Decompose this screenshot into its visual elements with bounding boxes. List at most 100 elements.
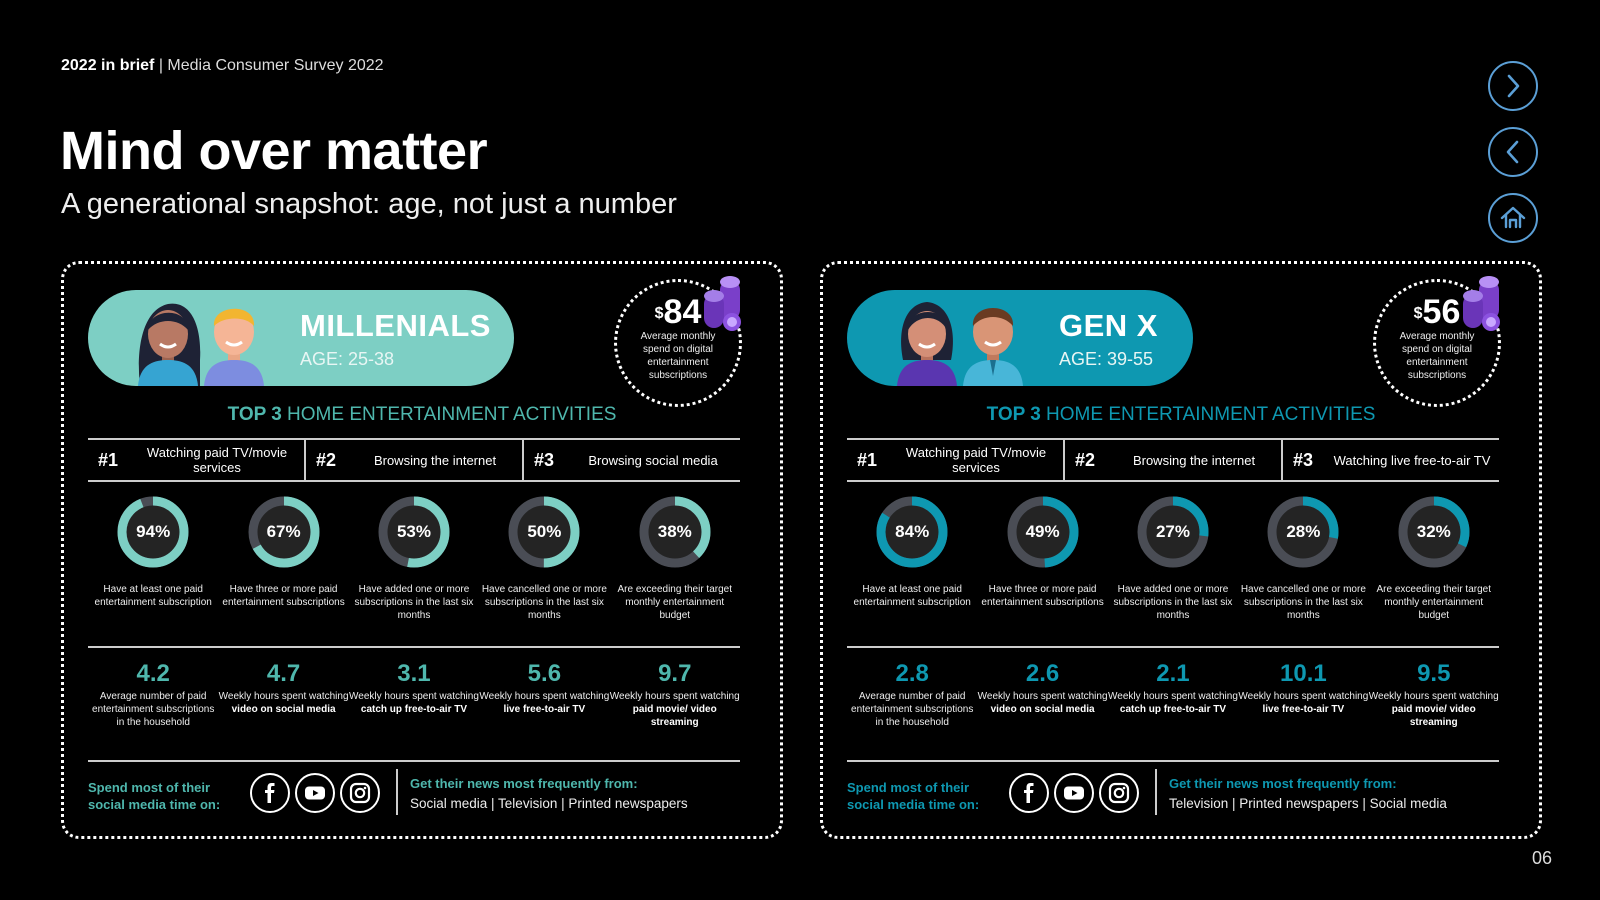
facebook-icon (1024, 783, 1034, 803)
rank-number: #2 (1075, 449, 1096, 470)
donut-chart: 50% (506, 494, 582, 570)
donut-item: 28% Have cancelled one or more subscript… (1238, 494, 1368, 622)
donut-chart: 53% (376, 494, 452, 570)
stat-desc-bold: video on social media (990, 704, 1095, 715)
donut-arc (1267, 496, 1339, 568)
rank-item: #3 Watching live free-to-air TV (1281, 440, 1499, 480)
donut-description: Have three or more paid entertainment su… (981, 584, 1104, 608)
rank-label: Browsing the internet (1132, 452, 1256, 468)
activity-ranks: #1 Watching paid TV/movie services #2 Brow… (847, 438, 1499, 482)
youtube-button[interactable] (1054, 773, 1094, 813)
stat-item: 9.5 Weekly hours spent watching paid movi… (1369, 648, 1499, 760)
stat-item: 2.1 Weekly hours spent watching catch up … (1108, 648, 1238, 760)
monthly-spend-badge: $84 Average monthly spend on digital ent… (614, 279, 742, 407)
facebook-button[interactable] (250, 773, 290, 813)
stat-desc-bold: live free-to-air TV (503, 704, 586, 715)
stat-item: 4.7 Weekly hours spent watching video on … (219, 648, 349, 760)
stat-value: 5.6 (527, 660, 562, 687)
home-button[interactable] (1488, 193, 1538, 243)
rank-label: Watching live free-to-air TV (1333, 452, 1491, 468)
donut-item: 38% Are exceeding their target monthly e… (610, 494, 740, 622)
stat-value: 9.7 (658, 660, 692, 687)
donut-item: 67% Have three or more paid entertainmen… (219, 494, 349, 622)
stat-value: 4.7 (266, 660, 301, 687)
donut-item: 84% Have at least one paid entertainment… (847, 494, 977, 622)
stat-item: 5.6 Weekly hours spent watching live free… (479, 648, 609, 760)
rank-item: #1 Watching paid TV/movie services (847, 440, 1063, 480)
rank-number: #1 (857, 449, 878, 470)
instagram-button[interactable] (340, 773, 380, 813)
donut-chart: 94% (115, 494, 191, 570)
millenials-panel: MILLENIALS AGE: 25-38 $84 Average monthl… (61, 261, 783, 839)
news-sources: Television | Printed newspapers | Social… (1169, 796, 1447, 811)
coins-icon (704, 276, 741, 331)
stat-item: 10.1 Weekly hours spent watching live fre… (1238, 648, 1368, 760)
donut-description: Have cancelled one or more subscriptions… (481, 584, 607, 621)
donut-item: 53% Have added one or more subscriptions… (349, 494, 479, 622)
rank-number: #1 (98, 449, 119, 470)
social-icons (250, 773, 380, 813)
spend-currency: $ (654, 305, 664, 322)
previous-page-button[interactable] (1488, 127, 1538, 177)
facebook-button[interactable] (1009, 773, 1049, 813)
home-icon (1500, 206, 1526, 229)
stat-desc-bold: live free-to-air TV (1262, 704, 1345, 715)
monthly-spend-badge: $56 Average monthly spend on digital ent… (1373, 279, 1501, 407)
facebook-icon (265, 783, 275, 803)
stat-desc: Weekly hours spent watching (218, 691, 349, 702)
stat-desc: Weekly hours spent watching (609, 691, 740, 702)
generation-age: AGE: 25-38 (300, 349, 395, 369)
donut-percent: 84% (895, 522, 930, 541)
breadcrumb: 2022 in brief | Media Consumer Survey 20… (61, 57, 384, 75)
donut-chart: 28% (1265, 494, 1341, 570)
rank-label: Watching paid TV/movie services (905, 445, 1047, 475)
social-label: Spend most of their social media time on… (847, 780, 980, 812)
donut-item: 49% Have three or more paid entertainmen… (978, 494, 1108, 622)
millenials-header-pill: MILLENIALS AGE: 25-38 (88, 290, 514, 386)
donut-item: 27% Have added one or more subscriptions… (1108, 494, 1238, 622)
stat-desc: Weekly hours spent watching (1108, 691, 1238, 702)
donut-description: Have cancelled one or more subscriptions… (1240, 584, 1366, 621)
generation-age: AGE: 39-55 (1059, 349, 1154, 369)
stat-desc: Weekly hours spent watching (1368, 691, 1499, 702)
stat-item: 9.7 Weekly hours spent watching paid movi… (610, 648, 740, 760)
top3-heading: TOP 3 HOME ENTERTAINMENT ACTIVITIES (64, 404, 780, 426)
rank-label: Browsing social media (588, 452, 718, 468)
rank-item: #1 Watching paid TV/movie services (88, 440, 304, 480)
donut-item: 94% Have at least one paid entertainment… (88, 494, 218, 622)
stat-desc: Average number of paid entertainment sub… (92, 691, 215, 728)
donut-chart: 32% (1396, 494, 1472, 570)
rank-item: #2 Browsing the internet (1063, 440, 1281, 480)
stat-value: 3.1 (397, 660, 431, 687)
next-page-button[interactable] (1488, 61, 1538, 111)
donut-percent: 32% (1416, 522, 1451, 541)
stat-desc: Weekly hours spent watching (349, 691, 479, 702)
donut-percent: 27% (1155, 522, 1190, 541)
social-icons (1009, 773, 1139, 813)
donut-percent: 94% (136, 522, 171, 541)
page-number: 06 (1531, 848, 1552, 868)
coins-icon (1463, 276, 1500, 331)
instagram-button[interactable] (1099, 773, 1139, 813)
stat-desc-bold: paid movie/ video streaming (1391, 704, 1476, 728)
genx-avatars (897, 302, 1023, 386)
youtube-button[interactable] (295, 773, 335, 813)
chevron-right-icon (1507, 74, 1520, 98)
top3-rest: HOME ENTERTAINMENT ACTIVITIES (1040, 404, 1376, 425)
stat-desc-bold: paid movie/ video streaming (632, 704, 717, 728)
generation-name: GEN X (1059, 308, 1158, 343)
donut-arc (117, 496, 189, 568)
donut-percent: 50% (527, 522, 562, 541)
weekly-stats: 2.8 Average number of paid entertainment … (847, 646, 1499, 762)
top3-bold: TOP 3 (227, 404, 282, 425)
footer-divider (1155, 769, 1157, 815)
stat-desc-bold: catch up free-to-air TV (1119, 704, 1227, 715)
stat-desc: Average number of paid entertainment sub… (851, 691, 974, 728)
genx-panel: GEN X AGE: 39-55 $56 Average monthly spe… (820, 261, 1542, 839)
news-sources: Social media | Television | Printed news… (410, 796, 688, 811)
stat-item: 2.8 Average number of paid entertainment … (847, 648, 977, 760)
donut-percent: 49% (1025, 522, 1060, 541)
stat-value: 2.8 (895, 660, 929, 687)
donut-chart: 38% (637, 494, 713, 570)
breadcrumb-rest: Media Consumer Survey 2022 (167, 57, 384, 74)
